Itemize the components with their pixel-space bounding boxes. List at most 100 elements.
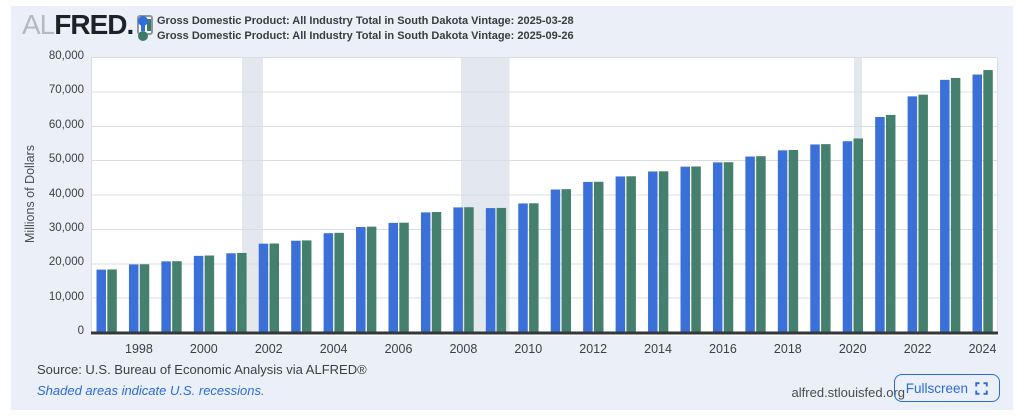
bar-1998-vintage-1[interactable] [128,264,139,332]
bar-2006-vintage-1[interactable] [388,222,399,332]
alfred-widget: AL FRED. Gross Domestic Product: All Indu… [11,6,1013,410]
bar-2013-vintage-2[interactable] [626,176,636,332]
gridline [91,194,998,196]
bar-2007-vintage-1[interactable] [420,212,431,332]
x-tick-2006: 2006 [384,342,413,356]
y-tick-40000: 40,000 [48,187,84,200]
bar-2004-vintage-2[interactable] [334,232,344,332]
bar-2002-vintage-2[interactable] [269,243,280,332]
bar-2017-vintage-2[interactable] [756,156,766,332]
series-2-dot-icon [138,30,148,41]
bar-2005-vintage-1[interactable] [356,226,366,332]
x-tick-2000: 2000 [189,342,218,356]
logo-al-text: AL [22,9,55,40]
bar-2003-vintage-2[interactable] [301,240,312,332]
bar-2017-vintage-1[interactable] [745,156,755,332]
x-tick-2022: 2022 [903,342,932,356]
bar-2018-vintage-2[interactable] [788,149,799,332]
bar-2010-vintage-1[interactable] [518,203,528,332]
y-tick-70000: 70,000 [48,84,84,97]
bar-2011-vintage-2[interactable] [561,189,572,332]
bar-2007-vintage-2[interactable] [431,212,442,332]
bar-2012-vintage-1[interactable] [583,181,593,332]
bar-2015-vintage-1[interactable] [680,166,691,332]
legend-label: Gross Domestic Product: All Industry Tot… [157,14,574,27]
bar-2024-vintage-2[interactable] [983,70,993,332]
bar-2010-vintage-2[interactable] [529,203,539,332]
gridline [91,263,998,265]
bar-2001-vintage-1[interactable] [226,253,236,332]
bar-2003-vintage-1[interactable] [291,240,301,332]
x-tick-2004: 2004 [319,342,348,356]
fullscreen-expand-icon [975,381,988,395]
gridline [91,297,998,299]
alfred-logo[interactable]: AL FRED. [22,9,154,40]
bar-2008-vintage-2[interactable] [464,207,474,332]
bar-2024-vintage-1[interactable] [972,74,983,332]
x-tick-2012: 2012 [579,342,608,356]
bar-2023-vintage-1[interactable] [940,79,950,332]
bar-2014-vintage-2[interactable] [658,171,669,332]
series-1-dot-icon [138,15,148,26]
bar-2016-vintage-1[interactable] [712,162,723,332]
logo-fred-text: FRED [54,9,127,40]
bar-2011-vintage-1[interactable] [550,189,561,332]
site-link[interactable]: alfred.stlouisfed.org [791,385,905,400]
bar-2019-vintage-2[interactable] [821,144,831,332]
y-tick-50000: 50,000 [48,153,84,166]
bar-2023-vintage-2[interactable] [950,77,961,332]
bar-2012-vintage-2[interactable] [593,181,604,332]
bar-2021-vintage-1[interactable] [875,116,885,332]
bar-2014-vintage-1[interactable] [648,171,658,332]
bar-2019-vintage-1[interactable] [810,144,820,332]
recessions-link[interactable]: Shaded areas indicate U.S. recessions. [37,383,265,398]
bar-2000-vintage-1[interactable] [193,255,204,332]
gridline [91,160,998,162]
bar-1998-vintage-2[interactable] [139,264,150,332]
bar-2005-vintage-2[interactable] [366,226,377,332]
bar-2013-vintage-1[interactable] [615,176,626,332]
bar-2001-vintage-2[interactable] [237,252,247,332]
bar-2008-vintage-1[interactable] [453,207,463,332]
bar-2020-vintage-2[interactable] [853,138,864,332]
logo-period: . [126,9,135,40]
bar-2000-vintage-2[interactable] [204,255,215,332]
bar-2009-vintage-2[interactable] [496,207,507,332]
y-tick-80000: 80,000 [48,50,84,62]
gridline [91,91,998,93]
x-tick-2008: 2008 [449,342,478,356]
plot-area[interactable] [91,57,998,336]
bar-1997-vintage-1[interactable] [96,269,107,332]
bar-2016-vintage-2[interactable] [723,162,734,332]
x-tick-2016: 2016 [709,342,737,356]
bar-2020-vintage-1[interactable] [842,141,853,332]
chart-svg [91,57,998,336]
x-tick-2018: 2018 [773,342,802,356]
bar-2022-vintage-1[interactable] [907,96,918,332]
bar-1999-vintage-1[interactable] [161,261,171,332]
bar-2022-vintage-2[interactable] [918,94,928,332]
fullscreen-button[interactable]: Fullscreen [893,374,1000,402]
bar-2015-vintage-2[interactable] [691,166,701,332]
legend-item-vintage-1: Gross Domestic Product: All Industry Tot… [138,13,574,28]
x-tick-2024: 2024 [968,342,997,356]
bar-2002-vintage-1[interactable] [258,243,269,332]
fullscreen-label: Fullscreen [905,380,968,396]
source-text: Source: U.S. Bureau of Economic Analysis… [37,362,367,377]
x-axis-tick-labels: 1998 2000 2002 2004 2006 2008 2010 2012 2014 2016… [91,342,998,358]
bar-2006-vintage-2[interactable] [399,222,409,332]
bar-1997-vintage-2[interactable] [107,269,117,332]
bar-2009-vintage-1[interactable] [485,208,496,332]
legend-item-vintage-2: Gross Domestic Product: All Industry Tot… [138,28,574,43]
bar-2021-vintage-2[interactable] [885,114,896,332]
bar-2004-vintage-1[interactable] [323,233,334,332]
x-tick-2002: 2002 [254,342,283,356]
bar-2018-vintage-1[interactable] [777,150,788,332]
gridline [91,125,998,127]
y-axis-tick-labels: 0 10,000 20,000 30,000 40,000 50,000 60,000 70,… [11,50,84,337]
plot-border-left [91,57,92,332]
bar-1999-vintage-2[interactable] [172,261,182,332]
y-tick-20000: 20,000 [48,256,84,269]
legend-label: Gross Domestic Product: All Industry Tot… [157,29,574,42]
